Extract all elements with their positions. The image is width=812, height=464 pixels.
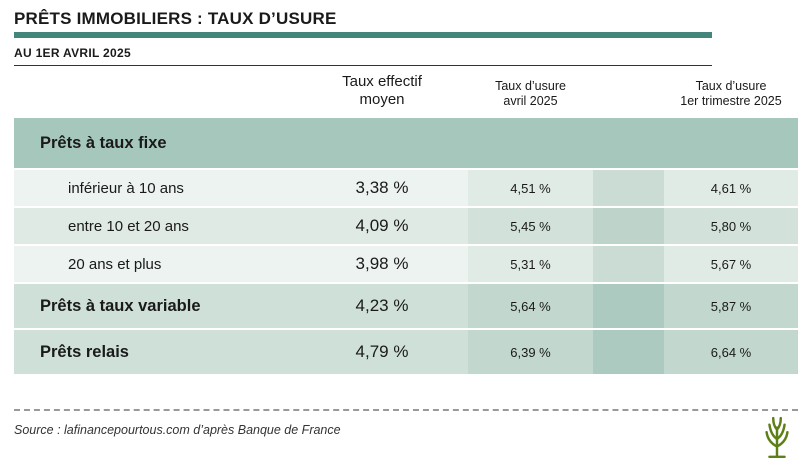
table-row-prets-relais: Prêts relais 4,79 % 6,39 % 6,64 % — [14, 330, 798, 376]
column-header-line: moyen — [359, 91, 405, 109]
column-header-line: Taux effectif — [342, 72, 422, 90]
title-underline-bar — [14, 32, 712, 38]
date-subtitle: AU 1ER AVRIL 2025 — [14, 46, 131, 60]
row-label: 20 ans et plus — [14, 246, 296, 284]
taux-usure-avril-value: 4,51 % — [468, 170, 593, 208]
row-label: entre 10 et 20 ans — [14, 208, 296, 246]
footer-divider — [14, 409, 798, 411]
taux-usure-trimestre-value: 6,64 % — [664, 330, 798, 376]
rates-table: Taux effectif moyen Taux d’usure avril 2… — [14, 66, 798, 376]
taux-effectif-value: 3,38 % — [296, 170, 468, 208]
column-header-line: Taux d’usure — [695, 78, 767, 93]
column-spacer — [593, 330, 664, 376]
section-label: Prêts à taux fixe — [14, 118, 798, 170]
column-header-usure-trimestre: Taux d’usure 1er trimestre 2025 — [664, 66, 798, 118]
table-row-entre-10-et-20-ans: entre 10 et 20 ans 4,09 % 5,45 % 5,80 % — [14, 208, 798, 246]
taux-usure-trimestre-value: 5,87 % — [664, 284, 798, 330]
empty-header-cell — [14, 66, 296, 118]
table-row-prets-taux-variable: Prêts à taux variable 4,23 % 5,64 % 5,87… — [14, 284, 798, 330]
table-header: Taux effectif moyen Taux d’usure avril 2… — [14, 66, 798, 118]
row-label: Prêts relais — [14, 330, 296, 376]
taux-usure-avril-value: 5,64 % — [468, 284, 593, 330]
column-spacer — [593, 170, 664, 208]
taux-usure-trimestre-value: 5,80 % — [664, 208, 798, 246]
row-label: inférieur à 10 ans — [14, 170, 296, 208]
taux-effectif-value: 4,79 % — [296, 330, 468, 376]
table-row-prets-taux-fixe: Prêts à taux fixe — [14, 118, 798, 170]
source-text: Source : lafinancepourtous.com d’après B… — [14, 423, 341, 437]
table-body: Prêts à taux fixe inférieur à 10 ans 3,3… — [14, 118, 798, 376]
gap-header-cell — [593, 66, 664, 118]
column-header-line: 1er trimestre 2025 — [680, 94, 782, 109]
column-header-line: Taux d’usure — [495, 78, 566, 93]
taux-effectif-value: 4,09 % — [296, 208, 468, 246]
column-spacer — [593, 246, 664, 284]
taux-effectif-value: 3,98 % — [296, 246, 468, 284]
table-row-inferieur-10-ans: inférieur à 10 ans 3,38 % 4,51 % 4,61 % — [14, 170, 798, 208]
taux-usure-avril-value: 5,45 % — [468, 208, 593, 246]
column-spacer — [593, 208, 664, 246]
taux-usure-trimestre-value: 5,67 % — [664, 246, 798, 284]
page-title: PRÊTS IMMOBILIERS : TAUX D’USURE — [14, 9, 337, 28]
taux-usure-avril-value: 6,39 % — [468, 330, 593, 376]
taux-usure-trimestre-value: 4,61 % — [664, 170, 798, 208]
footer: Source : lafinancepourtous.com d’après B… — [14, 409, 798, 459]
taux-usure-avril-value: 5,31 % — [468, 246, 593, 284]
row-label: Prêts à taux variable — [14, 284, 296, 330]
subtitle-divider — [14, 65, 712, 66]
column-header-taux-effectif: Taux effectif moyen — [296, 66, 468, 118]
column-header-line: avril 2025 — [503, 94, 558, 109]
tree-icon — [760, 415, 794, 459]
table-row-20-ans-et-plus: 20 ans et plus 3,98 % 5,31 % 5,67 % — [14, 246, 798, 284]
column-spacer — [593, 284, 664, 330]
taux-effectif-value: 4,23 % — [296, 284, 468, 330]
column-header-usure-avril: Taux d’usure avril 2025 — [468, 66, 593, 118]
